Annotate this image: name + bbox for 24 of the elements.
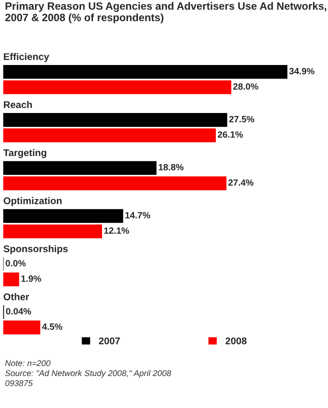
- data-label: 27.5%: [229, 116, 254, 122]
- data-label: 26.1%: [218, 131, 243, 138]
- legend-label: 2008: [226, 337, 247, 344]
- data-label: 34.9%: [289, 68, 314, 74]
- y-tick-label: Other: [4, 293, 30, 300]
- data-label: 0.04%: [6, 308, 32, 314]
- text: Note: n=200: [5, 360, 50, 366]
- data-label: 1.9%: [21, 275, 42, 282]
- data-label: 4.5%: [42, 323, 62, 330]
- data-label: 12.1%: [104, 227, 130, 234]
- y-tick-label: Optimization: [4, 197, 62, 206]
- legend-label: 2007: [98, 337, 120, 344]
- y-tick-label: Efficiency: [4, 52, 50, 62]
- text: 093875: [5, 380, 33, 386]
- data-label: 28.0%: [233, 83, 258, 90]
- y-tick-label: Reach: [4, 100, 32, 108]
- data-label: 0.0%: [6, 260, 26, 266]
- source-note: Source: "Ad Network Study 2008," April 2008: [5, 370, 172, 378]
- chart-title: Primary Reason US Agencies and Advertisers Use Ad Networks, 2007 & 2008 (% of respondents): [5, 2, 326, 24]
- data-label: 18.8%: [158, 164, 184, 170]
- data-label: 14.7%: [125, 212, 150, 218]
- y-tick-label: Sponsorships: [4, 245, 68, 254]
- y-tick-label: Targeting: [3, 149, 46, 158]
- data-label: 27.4%: [228, 179, 254, 186]
